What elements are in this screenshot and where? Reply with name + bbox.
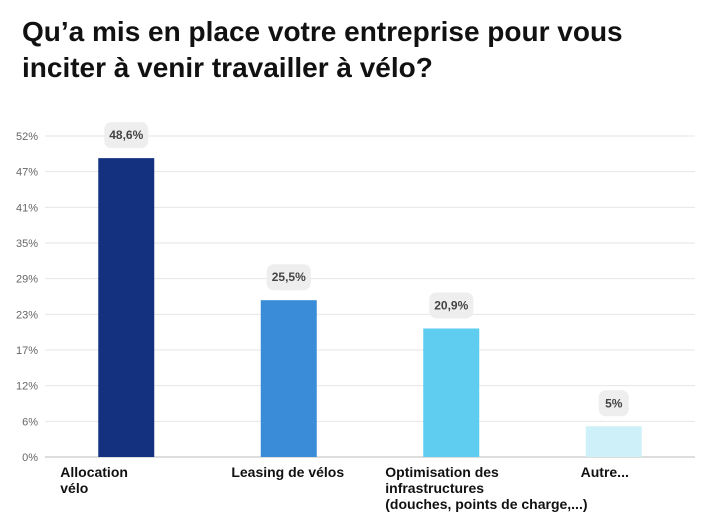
y-tick-label: 29% [16,274,38,286]
y-tick-label: 52% [16,131,38,143]
y-tick-label: 6% [22,416,38,428]
category-label-line: Leasing de vélos [231,464,344,480]
category-label: Allocation vélo [60,464,128,496]
category-label: Leasing de vélos [231,464,344,480]
category-label-line: Autre... [581,464,629,480]
bar [423,328,480,457]
y-tick-label: 35% [16,238,38,250]
y-tick-label: 41% [16,202,38,214]
y-axis-ticks: 0% 6% 12% 17% 23% 29% 35% 41% 47% 52% [16,131,38,464]
category-label-line: (douches, points de charge,...) [385,496,587,512]
category-label-line: Optimisation des [385,464,499,480]
y-tick-label: 0% [22,452,38,464]
bars [98,158,642,457]
y-tick-label: 23% [16,309,38,321]
category-labels: Allocation vélo Leasing de vélos Optimisati… [60,464,629,512]
category-label-line: infrastructures [385,480,484,496]
value-label: 20,9% [434,298,468,312]
category-label: Optimisation des infrastructures (douches,… [385,464,587,512]
bar [98,158,155,457]
chart-title: Qu’a mis en place votre entreprise pour … [22,16,623,83]
category-label-line: vélo [60,480,88,496]
value-label: 5% [605,396,623,410]
category-label-line: Allocation [60,464,128,480]
value-label-badge [266,264,311,291]
category-label: Autre... [581,464,629,480]
value-label: 25,5% [272,270,306,284]
value-labels: 48,6% 25,5% 20,9% 5% [104,122,629,417]
value-label-badge [429,292,474,319]
value-label-badge [104,122,149,149]
bar [585,426,642,457]
value-label-badge [598,390,629,417]
y-tick-label: 12% [16,381,38,393]
value-label: 48,6% [109,128,143,142]
y-tick-label: 17% [16,345,38,357]
y-tick-label: 47% [16,167,38,179]
bar [260,300,317,457]
